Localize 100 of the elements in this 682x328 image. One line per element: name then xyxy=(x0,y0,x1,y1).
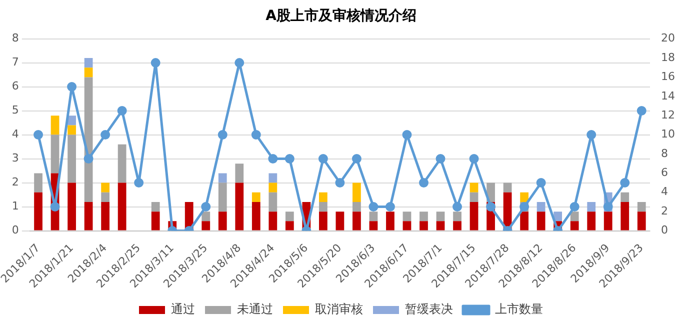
point xyxy=(100,130,110,140)
bar xyxy=(151,212,160,230)
bar xyxy=(637,212,646,230)
bar xyxy=(520,212,528,230)
point xyxy=(284,154,294,164)
y-tick-label: 4 xyxy=(12,128,19,141)
y-tick-label: 7 xyxy=(12,56,19,69)
bar xyxy=(68,125,76,135)
bar xyxy=(352,212,361,230)
point xyxy=(436,154,446,164)
y2-tick-label: 12 xyxy=(661,108,676,122)
point xyxy=(150,58,160,68)
bar xyxy=(436,212,445,222)
point xyxy=(84,154,94,164)
bar xyxy=(386,212,394,230)
y-tick-label: 8 xyxy=(12,32,19,45)
bar xyxy=(520,192,528,202)
y2-tick-label: 8 xyxy=(661,146,668,160)
bar xyxy=(235,182,244,230)
bar xyxy=(50,116,60,135)
y2-tick-label: 18 xyxy=(661,50,676,64)
bar xyxy=(101,202,110,230)
bar xyxy=(218,173,227,183)
bar xyxy=(470,182,478,192)
bar xyxy=(285,221,294,230)
bar xyxy=(68,134,76,183)
bar xyxy=(202,221,210,230)
point xyxy=(34,130,44,140)
bar xyxy=(202,212,210,222)
legend-label: 上市数量 xyxy=(495,302,543,316)
bar xyxy=(34,192,42,230)
y-tick-label: 0 xyxy=(12,224,19,237)
bar xyxy=(268,173,278,183)
legend-label: 取消审核 xyxy=(315,302,363,316)
point xyxy=(50,202,60,212)
bar xyxy=(369,221,378,230)
point xyxy=(486,202,496,212)
bar xyxy=(536,202,546,212)
point xyxy=(352,154,362,164)
y-tick-label: 3 xyxy=(12,152,19,165)
point xyxy=(234,58,244,68)
bar xyxy=(252,192,260,202)
bar xyxy=(118,144,126,183)
bar xyxy=(218,212,227,230)
bar xyxy=(536,212,546,230)
bar xyxy=(420,221,428,230)
legend-label: 通过 xyxy=(171,302,195,316)
point xyxy=(368,202,378,212)
point xyxy=(335,178,345,188)
bar xyxy=(503,182,512,192)
bar xyxy=(84,68,93,78)
point xyxy=(418,178,428,188)
bar xyxy=(402,221,412,230)
y-tick-label: 5 xyxy=(12,104,19,117)
bar xyxy=(369,212,378,222)
bar xyxy=(101,192,110,202)
bar xyxy=(352,182,361,202)
bar xyxy=(252,202,260,230)
y2-tick-label: 0 xyxy=(661,224,668,237)
bar xyxy=(218,182,227,212)
bar xyxy=(604,212,612,230)
bar xyxy=(84,58,93,68)
bar xyxy=(554,212,562,222)
bar xyxy=(336,212,344,230)
point xyxy=(536,178,546,188)
y2-tick-label: 10 xyxy=(661,128,676,141)
bar xyxy=(101,182,110,192)
point xyxy=(402,130,412,140)
point xyxy=(452,202,462,212)
bar xyxy=(402,212,412,222)
legend-label: 暂缓表决 xyxy=(405,302,453,316)
point xyxy=(586,130,596,140)
bar xyxy=(620,192,630,202)
y2-tick-label: 20 xyxy=(661,32,676,45)
point xyxy=(268,154,278,164)
bar xyxy=(436,221,445,230)
bar xyxy=(420,212,428,222)
bar xyxy=(118,182,126,230)
bar xyxy=(268,212,278,230)
bar xyxy=(151,202,160,212)
y-tick-label: 1 xyxy=(12,200,19,213)
y2-tick-label: 4 xyxy=(661,185,668,198)
y2-tick-label: 6 xyxy=(661,166,668,180)
bar xyxy=(268,182,278,192)
point xyxy=(218,130,228,140)
legend-label: 未通过 xyxy=(237,302,273,316)
y2-tick-label: 16 xyxy=(661,70,676,84)
point xyxy=(636,106,646,116)
point xyxy=(318,154,328,164)
bar xyxy=(352,202,361,212)
point xyxy=(620,178,630,188)
bar xyxy=(84,202,93,230)
bar xyxy=(587,202,596,212)
bar xyxy=(68,182,76,230)
bar xyxy=(453,212,462,222)
chart-title: A股上市及审核情况介绍 xyxy=(266,7,416,24)
y-tick-label: 2 xyxy=(12,176,19,189)
bar xyxy=(587,212,596,230)
point xyxy=(117,106,127,116)
bar xyxy=(34,173,42,192)
